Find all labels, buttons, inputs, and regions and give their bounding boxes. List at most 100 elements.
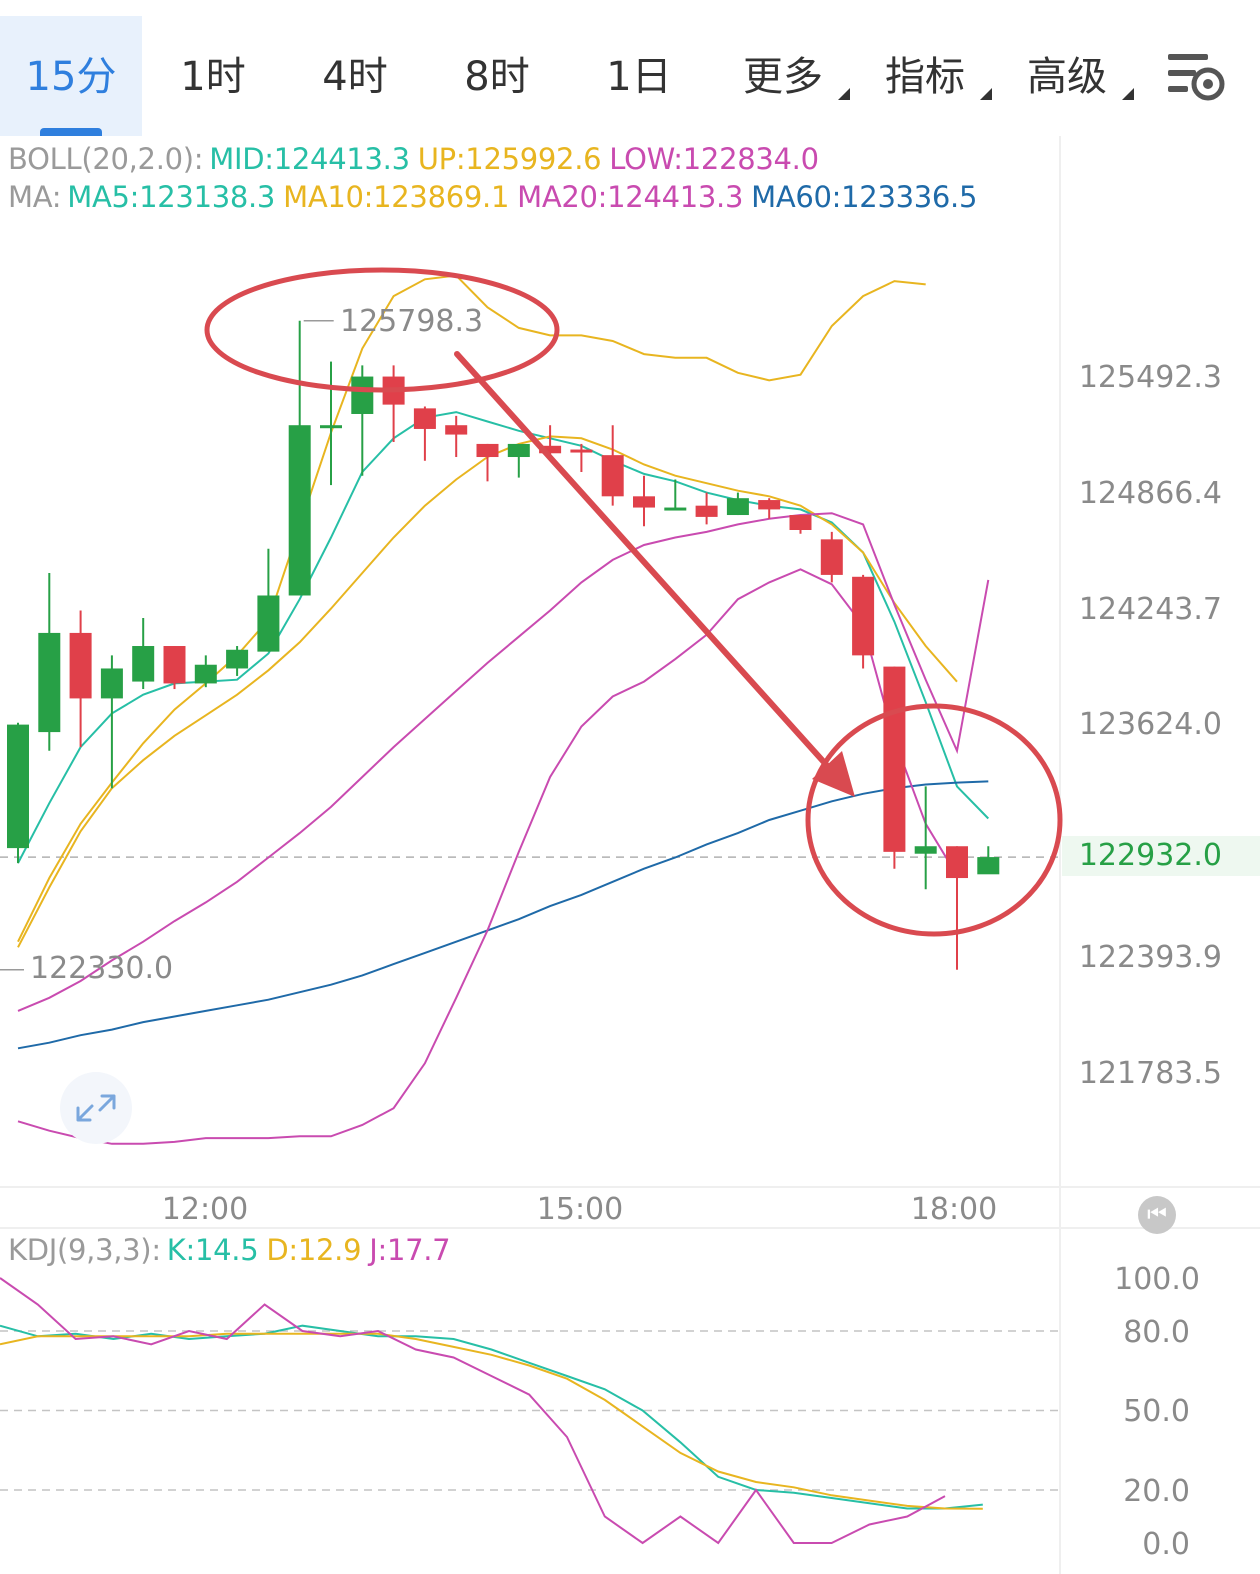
candle-body — [413, 408, 436, 429]
kdj-j-line — [0, 1277, 946, 1545]
tab-label: 8时 — [464, 54, 530, 100]
candle-body — [132, 646, 155, 682]
tab-label: 更多 — [743, 54, 823, 100]
tab-label: 高级 — [1027, 54, 1107, 100]
candle-body — [288, 425, 311, 596]
tab-4h[interactable]: 4时 — [284, 16, 426, 136]
candle-body — [100, 668, 123, 699]
candle-body — [914, 846, 937, 854]
candle-body — [633, 496, 655, 508]
candle-body — [69, 632, 92, 699]
price-axis-label: 124866.4 — [1078, 476, 1222, 511]
price-axis-label: 121783.5 — [1078, 1056, 1222, 1091]
annotation-current-ellipse — [805, 703, 1063, 937]
candle-body — [758, 500, 781, 510]
kdj-axis-label: 20.0 — [1123, 1474, 1190, 1509]
kdj-k-line — [0, 1324, 983, 1510]
price-axis-label: 125492.3 — [1078, 360, 1222, 395]
candle-body — [664, 507, 687, 511]
active-tab-indicator — [40, 128, 102, 136]
rewind-icon: ⏮ — [1147, 1202, 1167, 1227]
candle-body — [601, 455, 624, 497]
ma60-value: MA60:123336.5 — [751, 180, 978, 214]
candle-body — [476, 443, 499, 458]
kdj-j-value: J:17.7 — [369, 1233, 451, 1267]
candle-body — [320, 425, 342, 429]
dropdown-corner-icon — [980, 88, 992, 100]
candle-body — [163, 646, 186, 684]
tab-advanced[interactable]: 高级 — [996, 16, 1138, 136]
price-axis-label: 123624.0 — [1078, 707, 1222, 742]
time-axis-label: 18:00 — [910, 1192, 998, 1227]
annotation-arrow-head — [812, 751, 855, 797]
candle-body — [38, 632, 61, 733]
tab-more[interactable]: 更多 — [712, 16, 854, 136]
series-line-up — [17, 274, 926, 943]
candle-body — [946, 846, 968, 879]
tab-1h[interactable]: 1时 — [142, 16, 284, 136]
series-line-ma10 — [17, 435, 958, 948]
chart-settings-icon[interactable] — [1162, 44, 1228, 110]
kdj-k-value: K:14.5 — [166, 1233, 259, 1267]
tab-label: 指标 — [885, 54, 965, 100]
boll-legend: BOLL(20,2.0): MID:124413.3 UP:125992.6 LOW:… — [8, 142, 827, 176]
timeframe-tabs: 15分 1时 4时 8时 1日 更多 指标 高级 — [0, 0, 1260, 136]
annotation-high-ellipse — [204, 267, 560, 393]
kdj-axis-label: 0.0 — [1142, 1527, 1190, 1562]
candle-body — [226, 649, 249, 669]
boll-up: UP:125992.6 — [417, 142, 602, 176]
tab-15min[interactable]: 15分 — [0, 16, 142, 136]
scroll-to-latest-button[interactable]: ⏮ — [1138, 1196, 1176, 1234]
candle-body — [445, 425, 468, 435]
current-price-tag: 122932.0 — [1062, 836, 1260, 876]
kdj-legend: KDJ(9,3,3): K:14.5 D:12.9 J:17.7 — [8, 1233, 458, 1267]
tab-label: 1日 — [606, 54, 672, 100]
ma5-value: MA5:123138.3 — [67, 180, 276, 214]
price-axis-label: 124243.7 — [1078, 592, 1222, 627]
annotation-arrow-shaft — [454, 351, 843, 783]
series-line-low — [17, 568, 958, 1145]
tab-1d[interactable]: 1日 — [568, 16, 710, 136]
tab-indicators[interactable]: 指标 — [854, 16, 996, 136]
candle-body — [539, 445, 562, 454]
candle-body — [570, 449, 593, 453]
time-axis-label: 15:00 — [536, 1192, 624, 1227]
tab-label: 15分 — [25, 54, 117, 100]
candle-body — [257, 595, 280, 652]
kdj-axis-label: 50.0 — [1123, 1394, 1190, 1429]
boll-label: BOLL(20,2.0): — [8, 142, 204, 176]
candle-body — [977, 857, 1000, 875]
candle-body — [789, 515, 812, 530]
ma-legend: MA: MA5:123138.3 MA10:123869.1 MA20:124413.… — [8, 180, 985, 214]
kdj-axis-label: 80.0 — [1123, 1315, 1190, 1350]
kdj-d-line — [0, 1332, 983, 1510]
candle-body — [820, 539, 843, 575]
expand-icon — [76, 1094, 116, 1122]
kdj-axis-label: 100.0 — [1114, 1262, 1200, 1297]
candle-body — [507, 443, 530, 458]
kdj-d-value: D:12.9 — [266, 1233, 362, 1267]
series-line-ma20 — [17, 512, 990, 1012]
tab-label: 1时 — [180, 54, 246, 100]
candle-body — [726, 498, 749, 516]
price-axis-label: 122393.9 — [1078, 940, 1222, 975]
kdj-label: KDJ(9,3,3): — [8, 1233, 161, 1267]
tab-8h[interactable]: 8时 — [426, 16, 568, 136]
candle-body — [695, 505, 718, 517]
ma20-value: MA20:124413.3 — [517, 180, 744, 214]
boll-mid: MID:124413.3 — [209, 142, 410, 176]
candle-body — [7, 724, 29, 849]
dropdown-corner-icon — [1122, 88, 1134, 100]
candle-body — [351, 376, 374, 414]
boll-low: LOW:122834.0 — [609, 142, 819, 176]
low-price-label: 122330.0 — [30, 951, 174, 986]
candle-body — [852, 576, 875, 656]
candle-body — [194, 664, 217, 684]
expand-chart-button[interactable] — [60, 1072, 132, 1144]
high-price-label: 125798.3 — [340, 304, 484, 339]
series-line-ma60 — [17, 780, 989, 1050]
candle-body — [883, 666, 906, 852]
ma-label: MA: — [8, 180, 62, 214]
tab-label: 4时 — [322, 54, 388, 100]
